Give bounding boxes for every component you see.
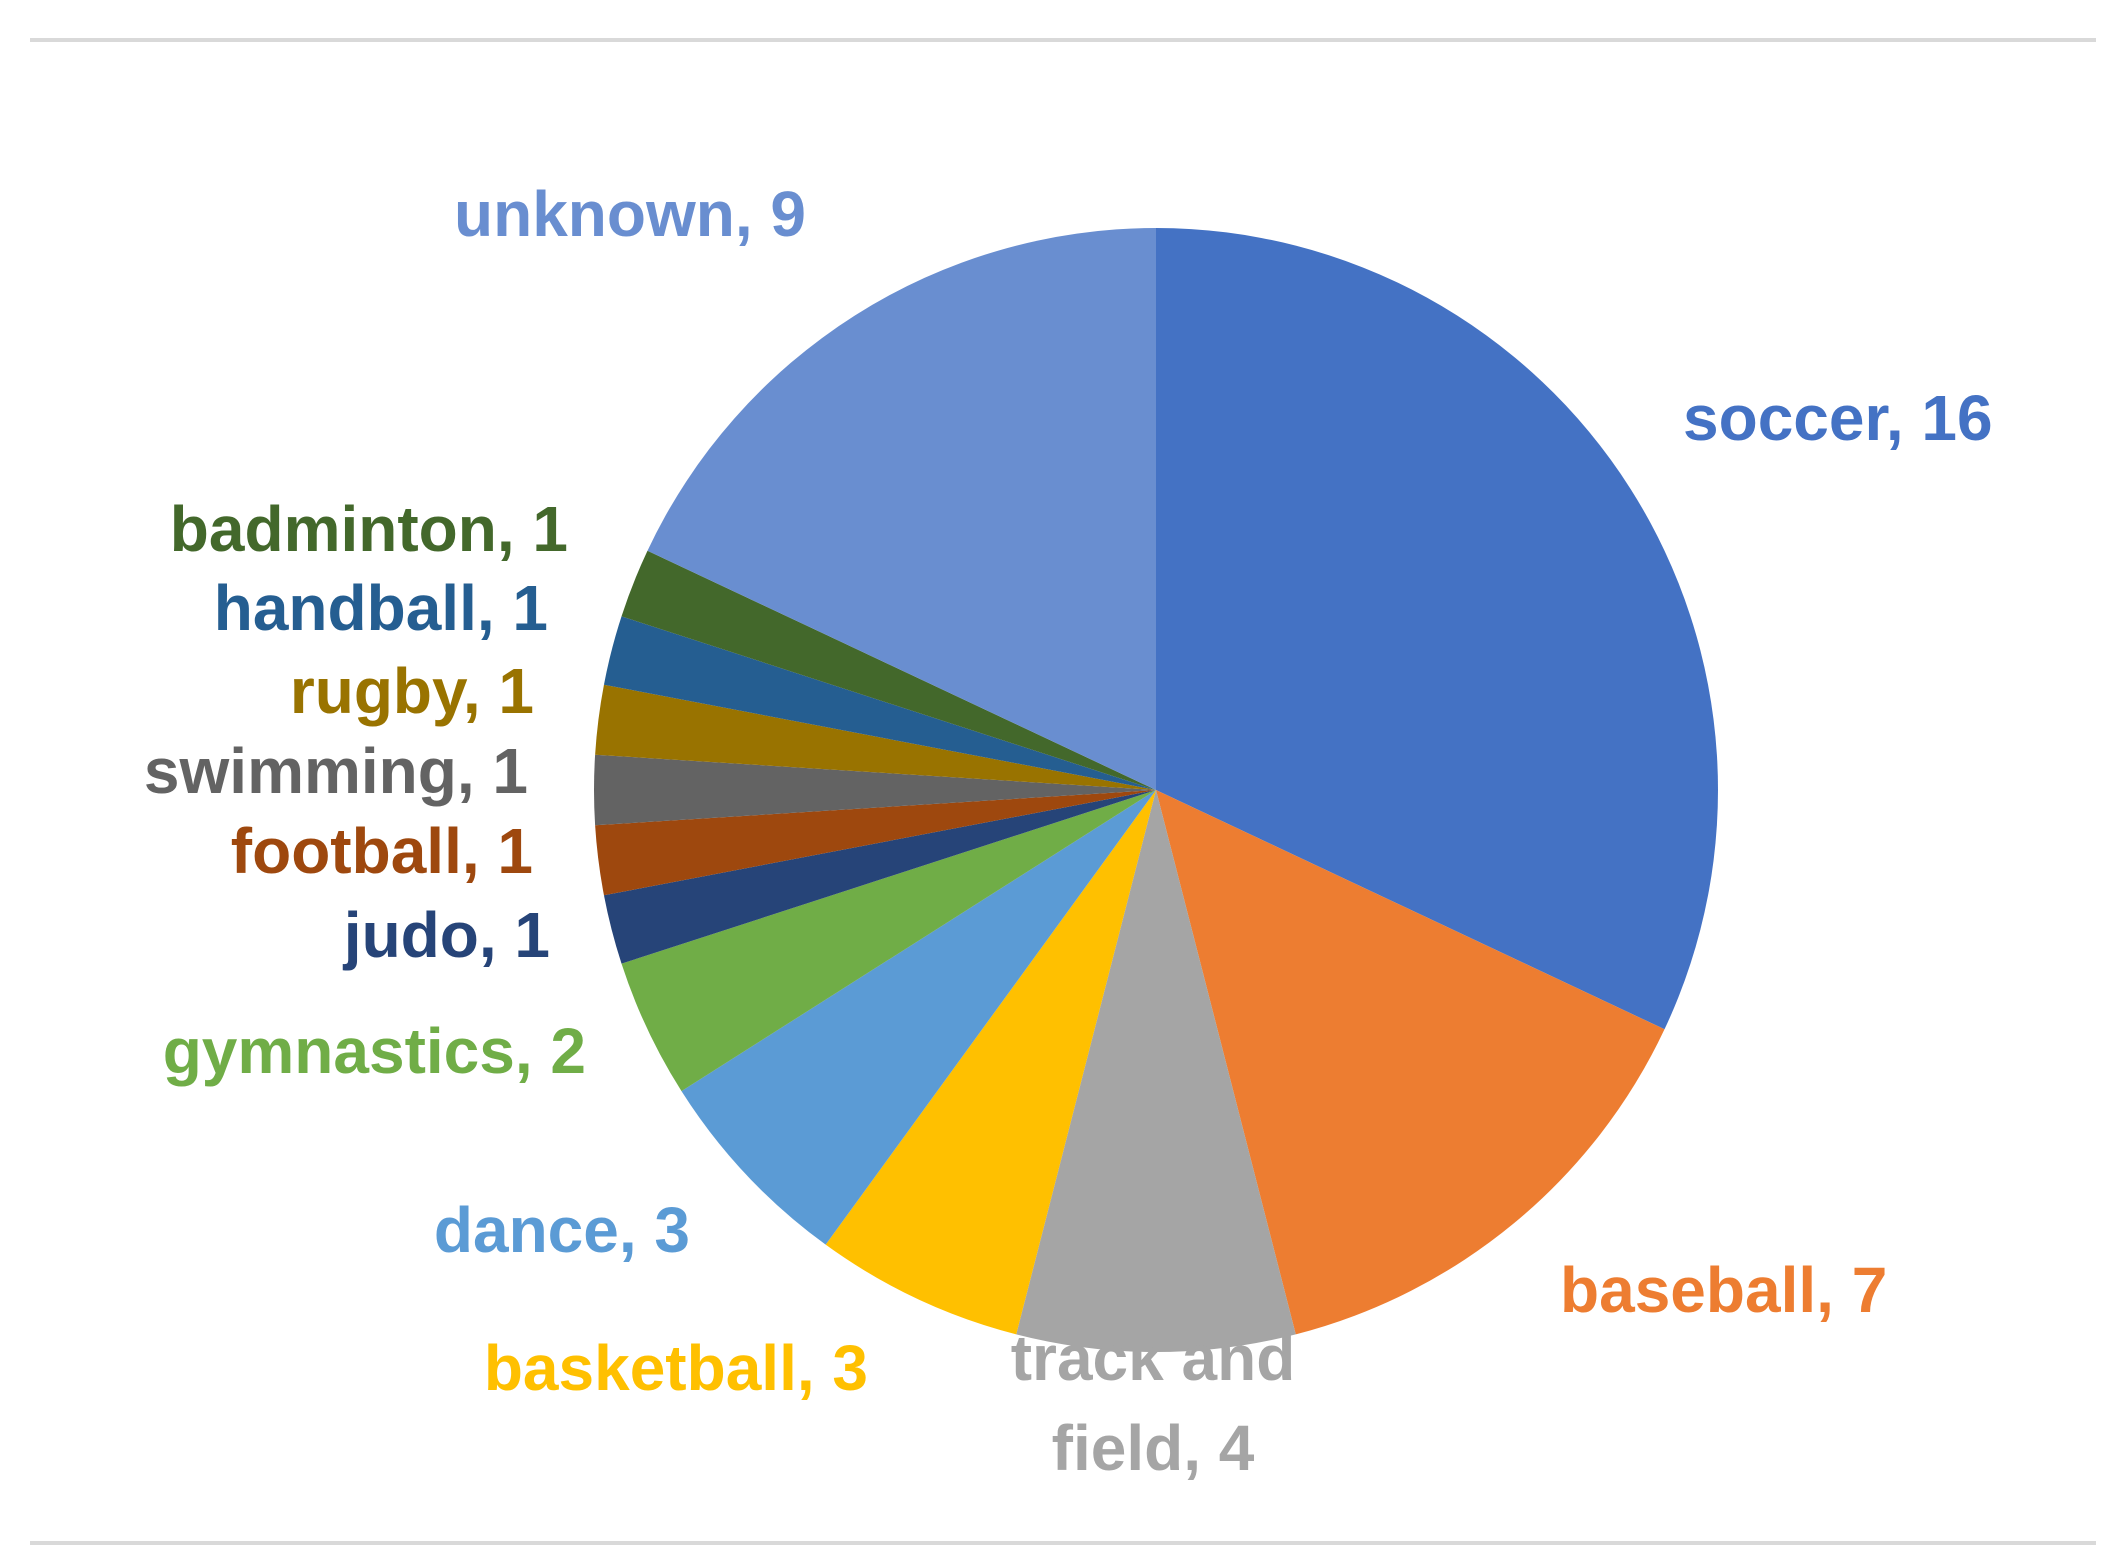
bottom-divider — [30, 1541, 2096, 1545]
pie-slice-judo — [603, 790, 1156, 964]
data-label-line: field, 4 — [1052, 1412, 1255, 1484]
top-divider — [30, 38, 2096, 42]
data-label-line: soccer, 16 — [1683, 382, 1993, 454]
data-label-line: football, 1 — [231, 815, 533, 887]
pie-slice-track-and-field — [1016, 790, 1296, 1352]
pie-slice-unknown — [647, 228, 1156, 790]
data-label-line: track and — [1011, 1322, 1296, 1394]
data-label-line: badminton, 1 — [170, 493, 568, 565]
data-label-badminton: badminton, 1 — [170, 493, 568, 565]
data-label-dance: dance, 3 — [434, 1194, 690, 1266]
pie-slice-football — [595, 790, 1156, 896]
data-label-judo: judo, 1 — [343, 899, 550, 971]
pie-slices — [594, 228, 1718, 1352]
data-label-baseball: baseball, 7 — [1560, 1254, 1887, 1326]
pie-slice-dance — [681, 790, 1156, 1245]
data-label-line: dance, 3 — [434, 1194, 690, 1266]
pie-slice-baseball — [1156, 790, 1665, 1335]
pie-slice-handball — [603, 616, 1156, 790]
data-label-basketball: basketball, 3 — [484, 1332, 868, 1404]
pie-slice-soccer — [1156, 228, 1718, 1030]
pie-slice-rugby — [595, 684, 1156, 790]
data-label-line: gymnastics, 2 — [163, 1015, 586, 1087]
data-label-line: handball, 1 — [214, 572, 548, 644]
data-label-line: swimming, 1 — [144, 735, 528, 807]
data-label-track-and-field: track and field, 4 — [1011, 1322, 1296, 1484]
data-label-line: basketball, 3 — [484, 1332, 868, 1404]
pie-data-labels: soccer, 16 baseball, 7 track and field, 4 ba… — [144, 178, 1993, 1484]
data-label-unknown: unknown, 9 — [454, 178, 806, 250]
data-label-swimming: swimming, 1 — [144, 735, 528, 807]
data-label-line: rugby, 1 — [290, 655, 534, 727]
data-label-line: judo, 1 — [343, 899, 550, 971]
pie-slice-basketball — [825, 790, 1156, 1335]
data-label-football: football, 1 — [231, 815, 533, 887]
data-label-line: unknown, 9 — [454, 178, 806, 250]
data-label-rugby: rugby, 1 — [290, 655, 534, 727]
data-label-line: baseball, 7 — [1560, 1254, 1887, 1326]
data-label-handball: handball, 1 — [214, 572, 548, 644]
data-label-gymnastics: gymnastics, 2 — [163, 1015, 586, 1087]
pie-slice-swimming — [594, 754, 1156, 826]
data-label-soccer: soccer, 16 — [1683, 382, 1993, 454]
pie-slice-gymnastics — [621, 790, 1156, 1092]
pie-slice-badminton — [621, 550, 1156, 790]
